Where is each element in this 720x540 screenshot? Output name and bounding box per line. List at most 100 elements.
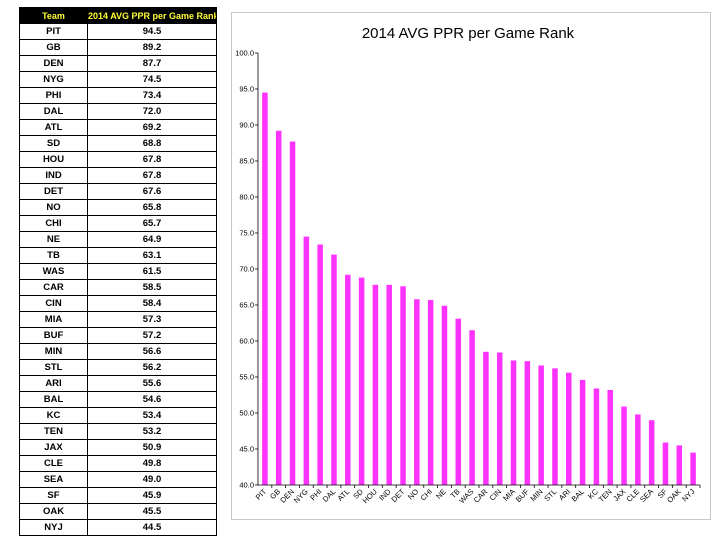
team-cell: NE <box>19 231 88 248</box>
team-cell: MIN <box>19 343 88 360</box>
x-tick-label: DAL <box>321 487 338 504</box>
value-cell: 53.2 <box>87 423 217 440</box>
team-cell: SD <box>19 135 88 152</box>
bar-pit <box>262 92 268 485</box>
bar-ne <box>441 305 448 485</box>
bar-gb <box>275 130 282 485</box>
y-tick-label: 55.0 <box>239 373 254 382</box>
table-row: ARI 55.6 <box>19 375 217 392</box>
team-cell: CIN <box>19 295 88 312</box>
table-row: CIN 58.4 <box>19 295 217 312</box>
team-cell: CHI <box>19 215 88 232</box>
table-row: DEN 87.7 <box>19 55 217 72</box>
y-tick-label: 75.0 <box>239 229 254 238</box>
value-cell: 68.8 <box>87 135 217 152</box>
bar-atl <box>345 274 351 485</box>
bar-oak <box>676 445 683 485</box>
bar-phi <box>317 244 323 485</box>
value-cell: 54.6 <box>87 391 217 408</box>
team-cell: SEA <box>19 471 88 488</box>
x-tick-label: ATL <box>335 487 351 503</box>
x-tick-label: BUF <box>514 487 531 504</box>
table-row: PIT 94.5 <box>19 23 217 40</box>
bar-no <box>414 299 420 485</box>
y-tick-label: 65.0 <box>239 301 254 310</box>
table-row: WAS 61.5 <box>19 263 217 280</box>
table-row: NO 65.8 <box>19 199 217 216</box>
bar-chi <box>427 299 434 485</box>
team-cell: JAX <box>19 439 88 456</box>
table-row: ATL 69.2 <box>19 119 217 136</box>
y-tick-label: 40.0 <box>239 481 254 490</box>
bar-bal <box>579 379 586 485</box>
y-tick-label: 95.0 <box>239 85 254 94</box>
bar-car <box>483 351 489 485</box>
team-cell: GB <box>19 39 88 56</box>
x-tick-label: NE <box>434 487 448 501</box>
bar-nyg <box>303 236 310 485</box>
y-tick-label: 85.0 <box>239 157 254 166</box>
chart-title: 2014 AVG PPR per Game Rank <box>362 25 575 42</box>
bars <box>262 92 696 485</box>
bar-stl <box>552 368 558 485</box>
table-row: NYG 74.5 <box>19 71 217 88</box>
value-cell: 63.1 <box>87 247 217 264</box>
value-cell: 56.2 <box>87 359 217 376</box>
bar-mia <box>510 360 517 485</box>
x-tick-label: CIN <box>488 487 504 503</box>
value-cell: 57.3 <box>87 311 217 328</box>
bar-tb <box>455 318 462 485</box>
x-tick-label: MIN <box>528 487 544 503</box>
table-row: TB 63.1 <box>19 247 217 264</box>
bar-den <box>289 141 296 485</box>
team-cell: PIT <box>19 23 88 40</box>
table-row: HOU 67.8 <box>19 151 217 168</box>
value-cell: 73.4 <box>87 87 217 104</box>
team-cell: HOU <box>19 151 88 168</box>
bar-nyj <box>690 452 696 485</box>
table-row: CHI 65.7 <box>19 215 217 232</box>
x-tick-label: PHI <box>308 487 323 502</box>
header-value: 2014 AVG PPR per Game Rank <box>87 7 217 24</box>
team-cell: WAS <box>19 263 88 280</box>
bar-kc <box>593 388 600 485</box>
value-cell: 61.5 <box>87 263 217 280</box>
value-cell: 57.2 <box>87 327 217 344</box>
team-cell: CLE <box>19 455 88 472</box>
value-cell: 45.5 <box>87 503 217 520</box>
bar-min <box>538 365 544 485</box>
team-cell: ARI <box>19 375 88 392</box>
bar-cle <box>635 414 641 485</box>
table-body: PIT 94.5 GB 89.2 DEN 87.7 NYG 74.5 PHI 73.4 DAL 72.… <box>19 23 217 536</box>
value-cell: 49.8 <box>87 455 217 472</box>
value-cell: 56.6 <box>87 343 217 360</box>
table-row: SEA 49.0 <box>19 471 217 488</box>
team-cell: KC <box>19 407 88 424</box>
value-cell: 50.9 <box>87 439 217 456</box>
x-tick-label: JAX <box>611 487 627 503</box>
y-tick-label: 70.0 <box>239 265 254 274</box>
y-axis: 40.0 45.0 50.0 55.0 60.0 65.0 70.0 75.0 80.0 85.0… <box>235 49 259 490</box>
bar-ind <box>386 284 392 485</box>
bar-ten <box>607 389 613 485</box>
value-cell: 45.9 <box>87 487 217 504</box>
table-row: SF 45.9 <box>19 487 217 504</box>
table-row: OAK 45.5 <box>19 503 217 520</box>
value-cell: 58.5 <box>87 279 217 296</box>
table-row: GB 89.2 <box>19 39 217 56</box>
value-cell: 89.2 <box>87 39 217 56</box>
bar-buf <box>524 361 531 485</box>
value-cell: 64.9 <box>87 231 217 248</box>
table-row: DAL 72.0 <box>19 103 217 120</box>
value-cell: 58.4 <box>87 295 217 312</box>
value-cell: 69.2 <box>87 119 217 136</box>
bar-sd <box>358 277 365 485</box>
team-cell: PHI <box>19 87 88 104</box>
x-tick-label: BAL <box>570 487 586 503</box>
bar-dal <box>331 254 337 485</box>
x-tick-label: STL <box>542 487 558 503</box>
team-cell: BAL <box>19 391 88 408</box>
team-cell: IND <box>19 167 88 184</box>
value-cell: 72.0 <box>87 103 217 120</box>
